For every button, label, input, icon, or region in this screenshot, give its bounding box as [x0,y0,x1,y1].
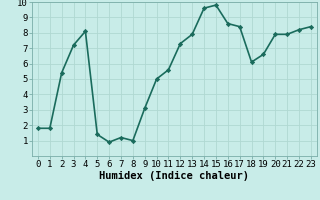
X-axis label: Humidex (Indice chaleur): Humidex (Indice chaleur) [100,171,249,181]
